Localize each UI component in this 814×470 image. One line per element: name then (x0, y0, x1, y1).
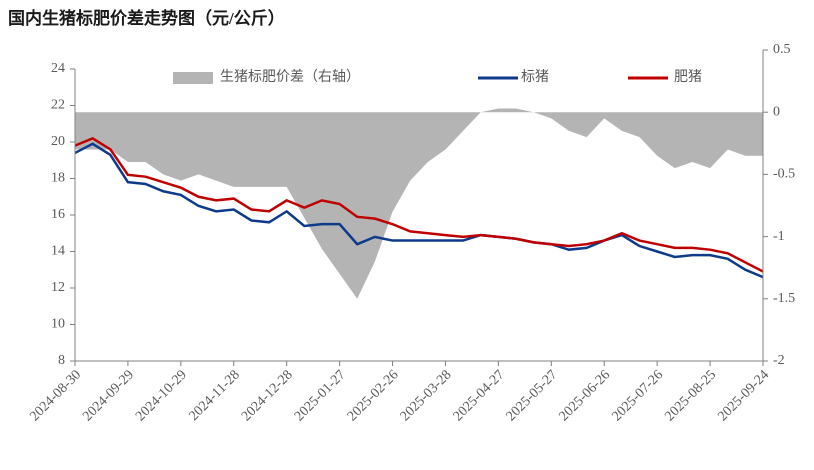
y2-tick-label: 0 (773, 104, 780, 119)
x-tick-label: 2024-11-28 (186, 367, 242, 423)
y-tick-label: 20 (51, 134, 65, 149)
legend-label: 肥猪 (674, 69, 702, 85)
x-tick-label: 2024-09-29 (80, 367, 137, 424)
y-tick-label: 12 (51, 280, 65, 295)
y-tick-label: 8 (58, 353, 65, 368)
x-tick-label: 2024-12-28 (239, 367, 296, 424)
x-tick-label: 2025-09-24 (715, 367, 772, 424)
chart-title: 国内生猪标肥价差走势图（元/公斤） (8, 8, 285, 28)
x-tick-label: 2025-03-28 (398, 367, 455, 424)
y2-tick-label: -0.5 (773, 167, 795, 182)
x-tick-label: 2025-06-26 (557, 367, 614, 424)
y-tick-label: 14 (51, 244, 65, 259)
y-tick-label: 18 (51, 171, 65, 186)
y-tick-label: 16 (51, 207, 65, 222)
y-tick-label: 22 (51, 98, 65, 113)
x-tick-label: 2025-08-25 (662, 367, 719, 424)
x-tick-label: 2025-07-26 (609, 367, 666, 424)
series-line (74, 142, 764, 279)
y2-tick-label: 0.5 (773, 42, 791, 57)
legend-swatch (173, 72, 213, 84)
x-tick-label: 2025-02-26 (345, 367, 402, 424)
x-tick-label: 2024-08-30 (27, 367, 84, 424)
x-tick-label: 2024-10-29 (133, 367, 190, 424)
x-tick-label: 2025-04-27 (451, 367, 508, 424)
y2-tick-label: -1 (773, 229, 785, 244)
series-line (74, 136, 764, 273)
spread-area (75, 108, 763, 299)
y2-tick-label: -2 (773, 353, 785, 368)
x-tick-label: 2025-05-27 (504, 367, 561, 424)
y-tick-label: 24 (51, 61, 65, 76)
y2-tick-label: -1.5 (773, 291, 795, 306)
x-tick-label: 2025-01-27 (292, 367, 349, 424)
y-tick-label: 10 (51, 317, 65, 332)
legend-label: 生猪标肥价差（右轴） (220, 69, 360, 85)
legend-label: 标猪 (521, 69, 549, 85)
